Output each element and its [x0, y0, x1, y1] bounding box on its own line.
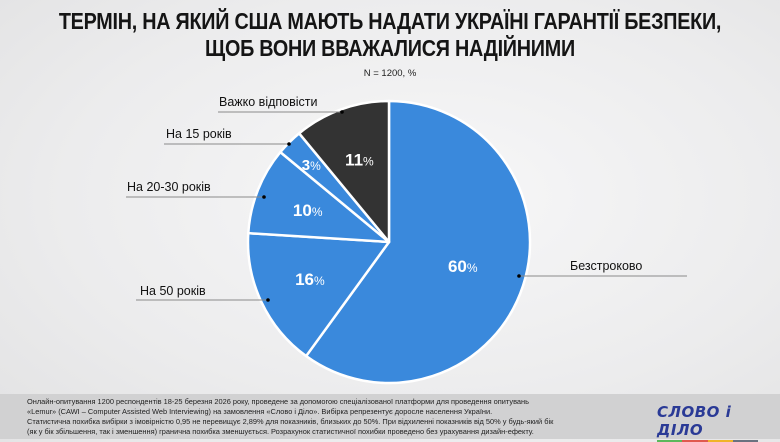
slice-value-indefinitely: 60%	[448, 257, 478, 276]
category-label-15-years: На 15 років	[166, 127, 232, 141]
pie-slice-hard-to-say	[297, 99, 391, 244]
pie-slice-50-years	[246, 231, 391, 358]
slice-value-hard-to-say: 11%	[345, 151, 374, 170]
callout-dot-hard-to-say	[340, 110, 344, 114]
pie-slices	[246, 99, 532, 385]
pie-chart: 60% 16% 10% 3% 11% Безстроково На 50 років На …	[126, 95, 687, 385]
footer-line-3: Статистична похибка вибірки з імовірніст…	[27, 417, 554, 426]
chart-subtitle: N = 1200, %	[363, 68, 417, 79]
title-line-1: ТЕРМІН, НА ЯКИЙ США МАЮТЬ НАДАТИ УКРАЇНІ…	[58, 8, 722, 34]
pie-callouts: Безстроково На 50 років На 20-30 років На 1…	[126, 95, 687, 302]
title-line-2: ЩОБ ВОНИ ВВАЖАЛИСЯ НАДІЙНИМИ	[205, 35, 575, 61]
category-label-hard-to-say: Важко відповісти	[219, 95, 318, 109]
pie-labels: 60% 16% 10% 3% 11%	[293, 151, 478, 289]
chart-title: ТЕРМІН, НА ЯКИЙ США МАЮТЬ НАДАТИ УКРАЇНІ…	[55, 8, 726, 62]
category-label-indefinitely: Безстроково	[570, 259, 642, 273]
callout-dot-15-years	[287, 142, 291, 146]
callout-dot-indefinitely	[517, 274, 521, 278]
footer: Онлайн-опитування 1200 респондентів 18-2…	[0, 394, 780, 439]
slovo-i-dilo-logo: СЛОВО і ДІЛО	[657, 403, 780, 442]
category-label-20-30-years: На 20-30 років	[127, 180, 211, 194]
pie-slice-indefinitely	[304, 99, 532, 385]
pie-slice-20-30-years	[247, 150, 391, 244]
footer-line-1: Онлайн-опитування 1200 респондентів 18-2…	[27, 397, 529, 406]
callout-dot-50-years	[266, 298, 270, 302]
logo-text: СЛОВО і ДІЛО	[657, 403, 732, 439]
slice-value-50-years: 16%	[295, 270, 325, 289]
footer-line-2: «Lemur» (CAWI – Computer Assisted Web In…	[27, 407, 493, 416]
slice-value-15-years: 3%	[302, 157, 321, 174]
slice-value-20-30-years: 10%	[293, 201, 323, 220]
category-label-50-years: На 50 років	[140, 284, 206, 298]
methodology-note: Онлайн-опитування 1200 респондентів 18-2…	[27, 397, 587, 437]
callout-dot-20-30-years	[262, 195, 266, 199]
footer-line-4: (як у бік збільшення, так і зменшення) г…	[27, 427, 534, 436]
